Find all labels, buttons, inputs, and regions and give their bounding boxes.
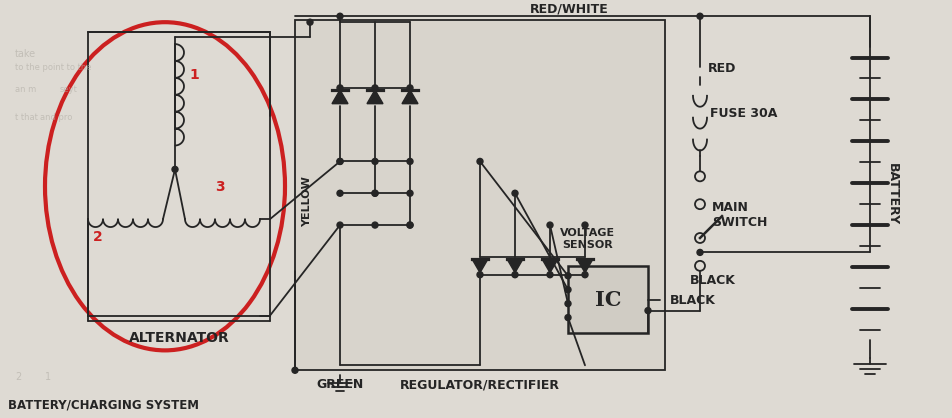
Text: RED/WHITE: RED/WHITE: [530, 2, 608, 15]
Circle shape: [337, 13, 343, 19]
Circle shape: [372, 158, 378, 164]
Text: ALTERNATOR: ALTERNATOR: [129, 331, 229, 345]
Circle shape: [512, 272, 518, 278]
Circle shape: [547, 272, 553, 278]
Circle shape: [697, 250, 703, 255]
Polygon shape: [402, 90, 418, 104]
Polygon shape: [577, 259, 593, 273]
Text: 1: 1: [189, 68, 199, 82]
Circle shape: [372, 222, 378, 228]
Text: 1: 1: [45, 372, 51, 382]
Text: 3: 3: [215, 180, 225, 194]
Circle shape: [645, 308, 651, 314]
Polygon shape: [507, 259, 523, 273]
Text: REGULATOR/RECTIFIER: REGULATOR/RECTIFIER: [400, 378, 560, 391]
Text: FUSE 30A: FUSE 30A: [710, 107, 778, 120]
Text: to the point to the: to the point to the: [15, 63, 91, 72]
Circle shape: [407, 222, 413, 228]
Circle shape: [372, 190, 378, 196]
Text: BATTERY: BATTERY: [885, 163, 899, 225]
Text: 2: 2: [15, 372, 21, 382]
Circle shape: [407, 85, 413, 91]
Text: BLACK: BLACK: [690, 274, 736, 287]
Text: GREEN: GREEN: [316, 378, 364, 391]
Circle shape: [582, 222, 588, 228]
Text: VOLTAGE
SENSOR: VOLTAGE SENSOR: [561, 228, 616, 250]
Text: t that: t that: [15, 112, 38, 122]
Polygon shape: [332, 90, 348, 104]
Text: take: take: [15, 49, 36, 59]
Text: IC: IC: [595, 290, 622, 310]
Text: MAIN
SWITCH: MAIN SWITCH: [712, 201, 767, 229]
Polygon shape: [367, 90, 383, 104]
Circle shape: [172, 166, 178, 172]
Circle shape: [372, 85, 378, 91]
Text: 2: 2: [93, 230, 103, 244]
Circle shape: [407, 222, 413, 228]
Circle shape: [477, 158, 483, 164]
Circle shape: [697, 13, 703, 19]
Bar: [568, 266, 648, 334]
Circle shape: [337, 190, 343, 196]
Circle shape: [337, 222, 343, 228]
Text: seyt: seyt: [60, 85, 78, 94]
Circle shape: [512, 190, 518, 196]
Circle shape: [307, 19, 313, 25]
Text: BATTERY/CHARGING SYSTEM: BATTERY/CHARGING SYSTEM: [8, 398, 199, 411]
Circle shape: [292, 367, 298, 373]
Circle shape: [565, 315, 571, 321]
Polygon shape: [542, 259, 558, 273]
Circle shape: [547, 222, 553, 228]
Circle shape: [582, 272, 588, 278]
Circle shape: [407, 190, 413, 196]
Text: RED: RED: [708, 62, 737, 75]
Text: YELLOW: YELLOW: [302, 176, 312, 227]
Text: BLACK: BLACK: [670, 293, 716, 307]
Bar: [295, 20, 665, 370]
Circle shape: [337, 158, 343, 164]
Polygon shape: [472, 259, 488, 273]
Text: and pro: and pro: [40, 112, 72, 122]
Circle shape: [337, 85, 343, 91]
Circle shape: [477, 272, 483, 278]
Circle shape: [565, 287, 571, 293]
Text: an m: an m: [15, 85, 36, 94]
Circle shape: [407, 158, 413, 164]
Circle shape: [565, 301, 571, 307]
Circle shape: [372, 190, 378, 196]
Circle shape: [337, 158, 343, 164]
Circle shape: [565, 273, 571, 279]
